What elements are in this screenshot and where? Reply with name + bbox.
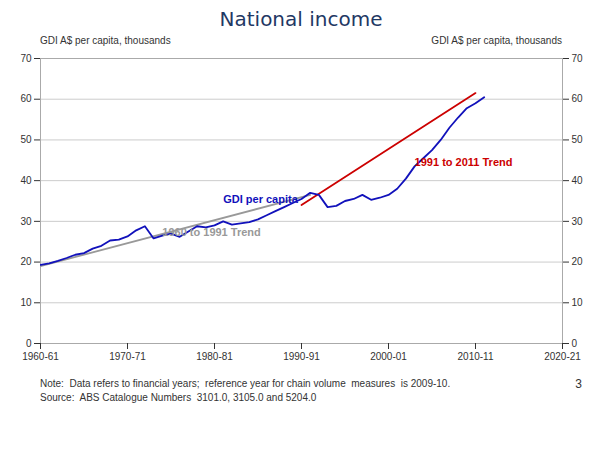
svg-text:0: 0 [572,338,578,349]
svg-text:1960 to 1991 Trend: 1960 to 1991 Trend [162,226,260,238]
svg-text:GDI per capita: GDI per capita [223,193,298,205]
svg-text:20: 20 [20,256,32,267]
svg-text:70: 70 [20,53,32,64]
svg-text:2020-21: 2020-21 [544,351,581,362]
svg-text:1980-81: 1980-81 [196,351,233,362]
svg-text:60: 60 [572,93,584,104]
svg-text:1960-61: 1960-61 [22,351,59,362]
svg-text:1990-91: 1990-91 [283,351,320,362]
svg-text:0: 0 [26,338,32,349]
svg-text:1991 to 2011 Trend: 1991 to 2011 Trend [415,156,513,168]
html-text:Note: Data refers to financial: Note: Data refers to financial years; re… [40,378,451,403]
svg-text:60: 60 [20,93,32,104]
svg-text:70: 70 [572,53,584,64]
svg-text:2010-11: 2010-11 [458,351,494,362]
svg-text:1970-71: 1970-71 [109,351,146,362]
html-text:GDI A$ per capita, thousands: GDI A$ per capita, thousands [40,35,171,46]
svg-text:50: 50 [20,134,32,145]
html-text:3: 3 [575,377,582,391]
html-text:National income: National income [219,7,383,31]
svg-text:50: 50 [572,134,584,145]
svg-text:2000-01: 2000-01 [370,351,407,362]
svg-text:10: 10 [572,297,584,308]
svg-text:20: 20 [572,256,584,267]
html-text:GDI A$ per capita, thousands: GDI A$ per capita, thousands [431,35,562,46]
svg-text:30: 30 [572,216,584,227]
svg-text:40: 40 [572,175,584,186]
svg-text:30: 30 [20,216,32,227]
svg-text:40: 40 [20,175,32,186]
svg-text:10: 10 [20,297,32,308]
